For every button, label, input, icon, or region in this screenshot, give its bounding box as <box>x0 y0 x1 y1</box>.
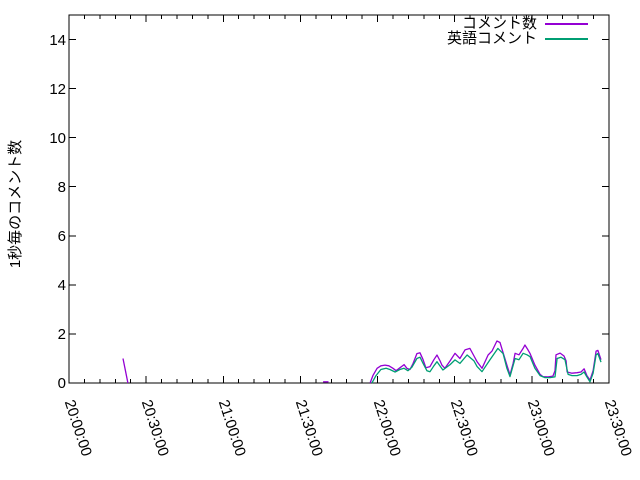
legend-line-swatch-english-comments <box>545 37 588 40</box>
legend-line-swatch-comments <box>545 22 588 25</box>
series-line-english-comments <box>371 347 602 384</box>
y-tick-label: 6 <box>57 227 66 245</box>
y-tick-label: 2 <box>57 325 66 343</box>
legend: コメント数 英語コメント <box>447 16 588 46</box>
legend-label-comments: コメント数 <box>461 15 537 32</box>
series-line-comments <box>122 358 129 384</box>
legend-entry-english-comments: 英語コメント <box>447 31 588 46</box>
y-tick-label: 4 <box>57 276 66 294</box>
legend-label-english-comments: 英語コメント <box>446 30 537 47</box>
series-line-comments <box>369 340 602 384</box>
y-tick-label: 14 <box>49 31 66 49</box>
y-tick-label: 8 <box>57 178 66 196</box>
legend-entry-comments: コメント数 <box>447 16 588 31</box>
plot-border <box>68 14 610 384</box>
y-tick-label: 10 <box>49 129 66 147</box>
y-axis-title: 1秒毎のコメント数 <box>7 139 24 269</box>
y-tick-label: 0 <box>57 375 66 392</box>
y-tick-label: 12 <box>49 80 66 98</box>
